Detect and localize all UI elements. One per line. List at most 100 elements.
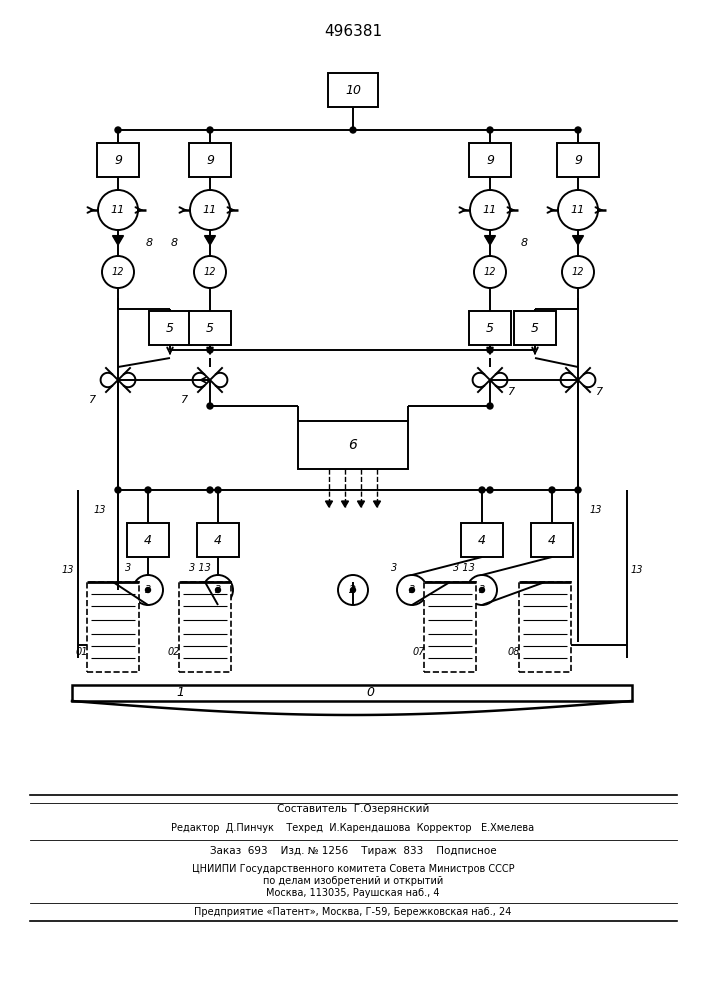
Text: 12: 12: [572, 267, 584, 277]
Circle shape: [98, 190, 138, 230]
Circle shape: [487, 487, 493, 493]
Circle shape: [474, 256, 506, 288]
Bar: [328, 73, 378, 107]
Text: 5: 5: [166, 322, 174, 334]
Text: 4: 4: [144, 534, 152, 546]
Circle shape: [350, 127, 356, 133]
Text: 7: 7: [508, 387, 515, 397]
Bar: [298, 421, 408, 469]
Circle shape: [487, 127, 493, 133]
Text: 3: 3: [391, 563, 397, 573]
Circle shape: [207, 487, 213, 493]
Text: 7: 7: [597, 387, 604, 397]
Bar: [469, 311, 511, 345]
Circle shape: [190, 190, 230, 230]
Bar: [97, 143, 139, 177]
Text: 9: 9: [206, 153, 214, 166]
Circle shape: [216, 587, 221, 592]
Circle shape: [133, 575, 163, 605]
Text: 5: 5: [486, 322, 494, 334]
Circle shape: [207, 127, 213, 133]
Text: 11: 11: [483, 205, 497, 215]
Circle shape: [207, 347, 213, 353]
Circle shape: [351, 587, 356, 592]
Circle shape: [467, 575, 497, 605]
Polygon shape: [573, 236, 583, 245]
Bar: [424, 582, 476, 672]
Text: 02: 02: [168, 647, 180, 657]
Circle shape: [207, 403, 213, 409]
Polygon shape: [112, 236, 124, 245]
Text: 7: 7: [90, 395, 97, 405]
Text: 12: 12: [484, 267, 496, 277]
Text: 5: 5: [531, 322, 539, 334]
Bar: [179, 582, 231, 672]
Text: 4: 4: [548, 534, 556, 546]
Text: 496381: 496381: [324, 24, 382, 39]
Text: 3: 3: [479, 585, 485, 595]
Circle shape: [146, 587, 151, 592]
Bar: [72, 685, 632, 701]
Text: 9: 9: [574, 153, 582, 166]
Text: 13: 13: [62, 565, 74, 575]
Bar: [469, 143, 511, 177]
Text: по делам изобретений и открытий: по делам изобретений и открытий: [263, 876, 443, 886]
Text: 3: 3: [409, 585, 415, 595]
Circle shape: [145, 487, 151, 493]
Circle shape: [575, 487, 581, 493]
Text: 4: 4: [478, 534, 486, 546]
Bar: [519, 582, 571, 672]
Bar: [127, 523, 169, 557]
Circle shape: [102, 256, 134, 288]
Circle shape: [194, 256, 226, 288]
Text: 3 13: 3 13: [189, 563, 211, 573]
Text: 3 13: 3 13: [453, 563, 475, 573]
Circle shape: [470, 190, 510, 230]
Polygon shape: [358, 501, 365, 507]
Circle shape: [397, 575, 427, 605]
Text: 08: 08: [508, 647, 520, 657]
Text: 13: 13: [94, 505, 106, 515]
Text: 6: 6: [349, 438, 358, 452]
Text: 9: 9: [486, 153, 494, 166]
Text: 3: 3: [145, 585, 151, 595]
Polygon shape: [325, 501, 332, 507]
Bar: [514, 311, 556, 345]
Bar: [189, 143, 231, 177]
Bar: [87, 582, 139, 672]
Polygon shape: [484, 236, 496, 245]
Text: 5: 5: [206, 322, 214, 334]
Bar: [557, 143, 599, 177]
Bar: [531, 523, 573, 557]
Polygon shape: [204, 236, 216, 245]
Text: Предприятие «Патент», Москва, Г-59, Бережковская наб., 24: Предприятие «Патент», Москва, Г-59, Бере…: [194, 907, 512, 917]
Bar: [149, 311, 191, 345]
Text: 11: 11: [203, 205, 217, 215]
Text: 12: 12: [204, 267, 216, 277]
Circle shape: [479, 487, 485, 493]
Text: 0: 0: [366, 686, 374, 700]
Polygon shape: [373, 501, 380, 507]
Circle shape: [575, 127, 581, 133]
Circle shape: [562, 256, 594, 288]
Polygon shape: [341, 501, 349, 507]
Circle shape: [338, 575, 368, 605]
Text: ЦНИИПИ Государственного комитета Совета Министров СССР: ЦНИИПИ Государственного комитета Совета …: [192, 864, 514, 874]
Text: 13: 13: [631, 565, 643, 575]
Circle shape: [558, 190, 598, 230]
Text: 13: 13: [590, 505, 602, 515]
Text: 12: 12: [112, 267, 124, 277]
Text: 9: 9: [114, 153, 122, 166]
Text: 11: 11: [111, 205, 125, 215]
Circle shape: [115, 127, 121, 133]
Text: 2: 2: [349, 585, 356, 595]
Text: Заказ  693    Изд. № 1256    Тираж  833    Подписное: Заказ 693 Изд. № 1256 Тираж 833 Подписно…: [210, 846, 496, 856]
Text: 11: 11: [571, 205, 585, 215]
Text: Редактор  Д.Пинчук    Техред  И.Карендашова  Корректор   Е.Хмелева: Редактор Д.Пинчук Техред И.Карендашова К…: [171, 823, 534, 833]
Bar: [197, 523, 239, 557]
Circle shape: [487, 347, 493, 353]
Circle shape: [409, 587, 414, 592]
Text: 4: 4: [214, 534, 222, 546]
Text: 1: 1: [176, 686, 184, 700]
Bar: [189, 311, 231, 345]
